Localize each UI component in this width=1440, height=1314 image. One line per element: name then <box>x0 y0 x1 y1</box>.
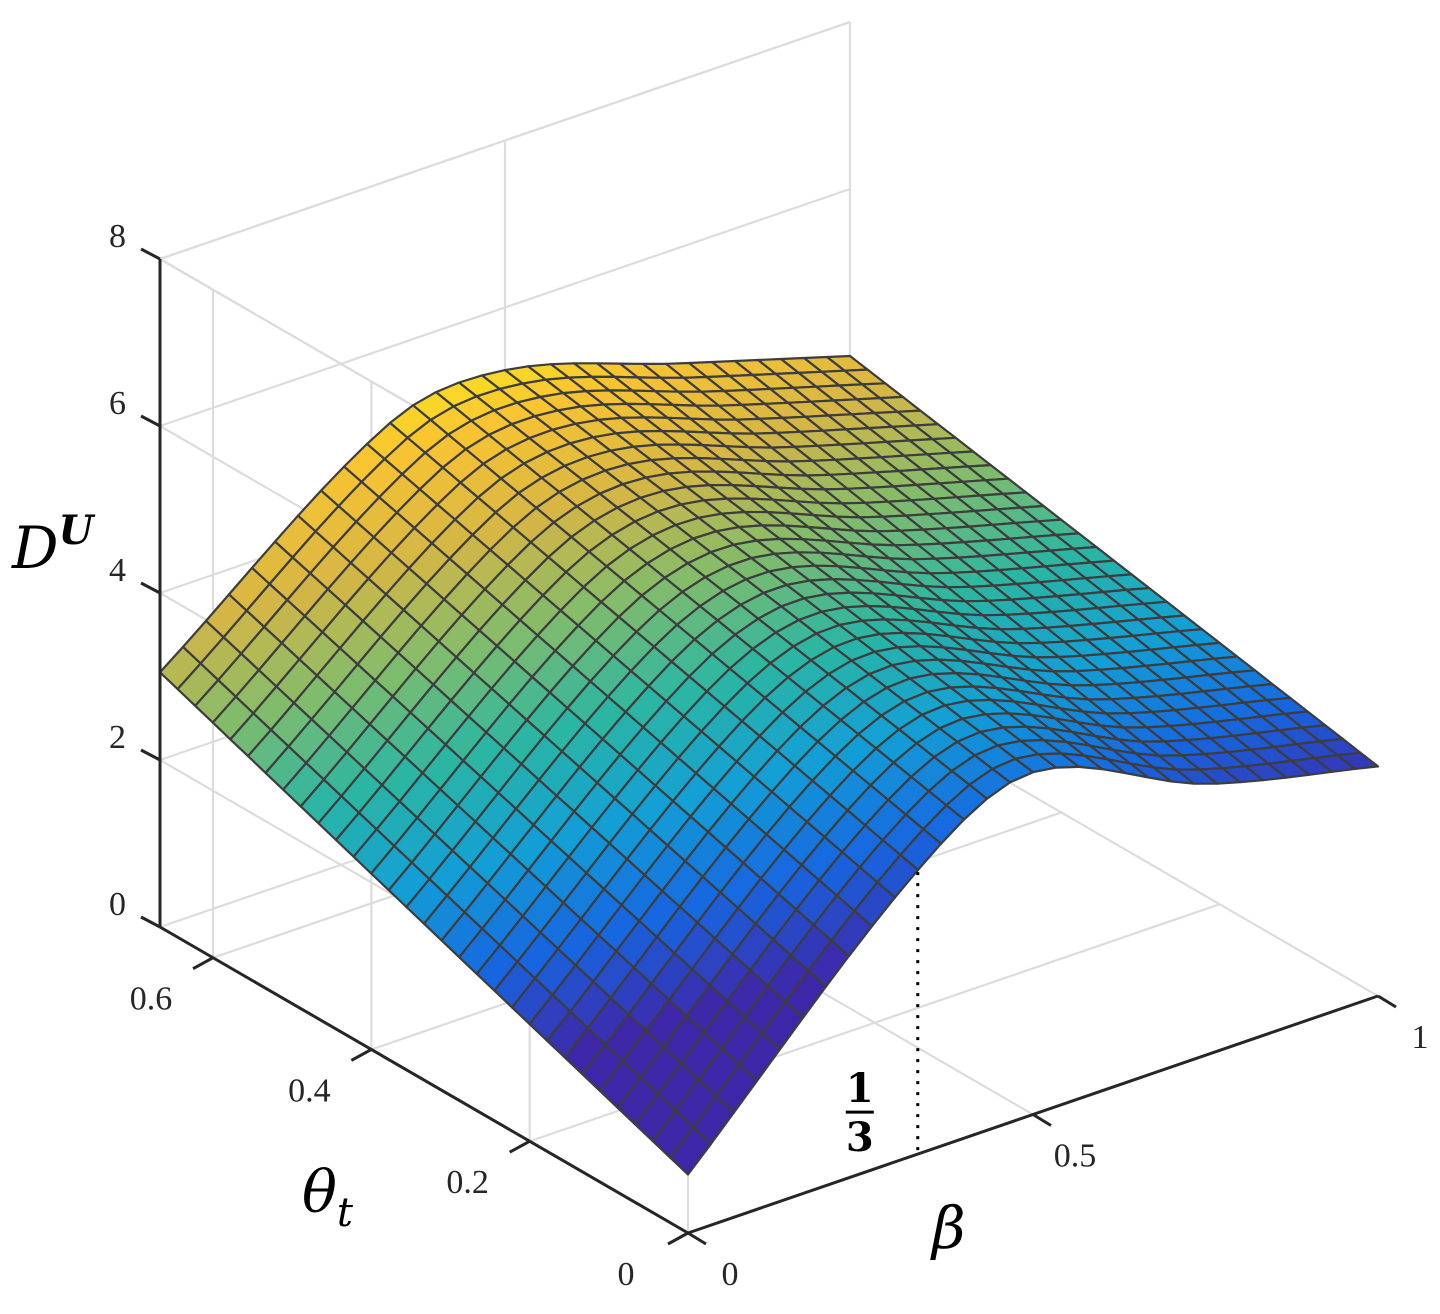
y-tick-mark <box>508 1139 531 1154</box>
x-tick-mark <box>1377 994 1397 1009</box>
z-tick-mark <box>140 915 161 929</box>
surface-mesh <box>158 354 1380 1176</box>
z-tick-label: 8 <box>109 218 126 255</box>
y-tick-label: 0.6 <box>130 981 173 1018</box>
y-tick-label: 0.2 <box>446 1164 489 1201</box>
z-axis-label: DU <box>11 507 96 582</box>
z-tick-mark <box>140 247 161 261</box>
axis-labels: DU θt β <box>11 507 966 1262</box>
y-tick-mark <box>667 1231 689 1246</box>
x-tick-label: 1 <box>1412 1019 1429 1056</box>
y-tick-mark <box>192 956 214 971</box>
y-axis-line <box>159 925 689 1235</box>
grid-box-edge <box>159 20 851 261</box>
y-tick-mark <box>350 1048 373 1062</box>
z-tick-mark <box>140 748 161 762</box>
y-tick-label: 0 <box>618 1256 635 1293</box>
axes: 0 0.5 1 0 0.2 0.4 0.6 0 2 4 6 8 <box>109 218 1429 1293</box>
z-tick-label: 2 <box>109 719 126 756</box>
z-axis-label-superscript: U <box>59 507 96 554</box>
beta-one-third-annotation: 1 3 <box>845 870 920 1161</box>
y-axis-label: θt <box>302 1158 354 1236</box>
x-tick-label: 0 <box>722 1256 739 1293</box>
y-tick-label: 0.4 <box>288 1072 331 1109</box>
z-tick-label: 4 <box>109 552 126 589</box>
x-axis-label: β <box>930 1194 966 1262</box>
z-tick-mark <box>140 414 161 428</box>
x-tick-mark <box>1032 1113 1052 1127</box>
one-third-denominator: 3 <box>846 1114 874 1161</box>
z-tick-label: 0 <box>109 886 126 923</box>
z-axis-label-main: D <box>11 514 59 582</box>
y-axis-label-main: θ <box>302 1158 337 1226</box>
z-tick-label: 6 <box>109 385 126 422</box>
z-tick-mark <box>140 581 161 595</box>
y-axis-label-subscript: t <box>337 1190 354 1236</box>
x-tick-mark <box>687 1231 707 1246</box>
surface-cell <box>669 1126 713 1176</box>
x-tick-label: 0.5 <box>1054 1138 1097 1175</box>
one-third-numerator: 1 <box>846 1065 874 1112</box>
